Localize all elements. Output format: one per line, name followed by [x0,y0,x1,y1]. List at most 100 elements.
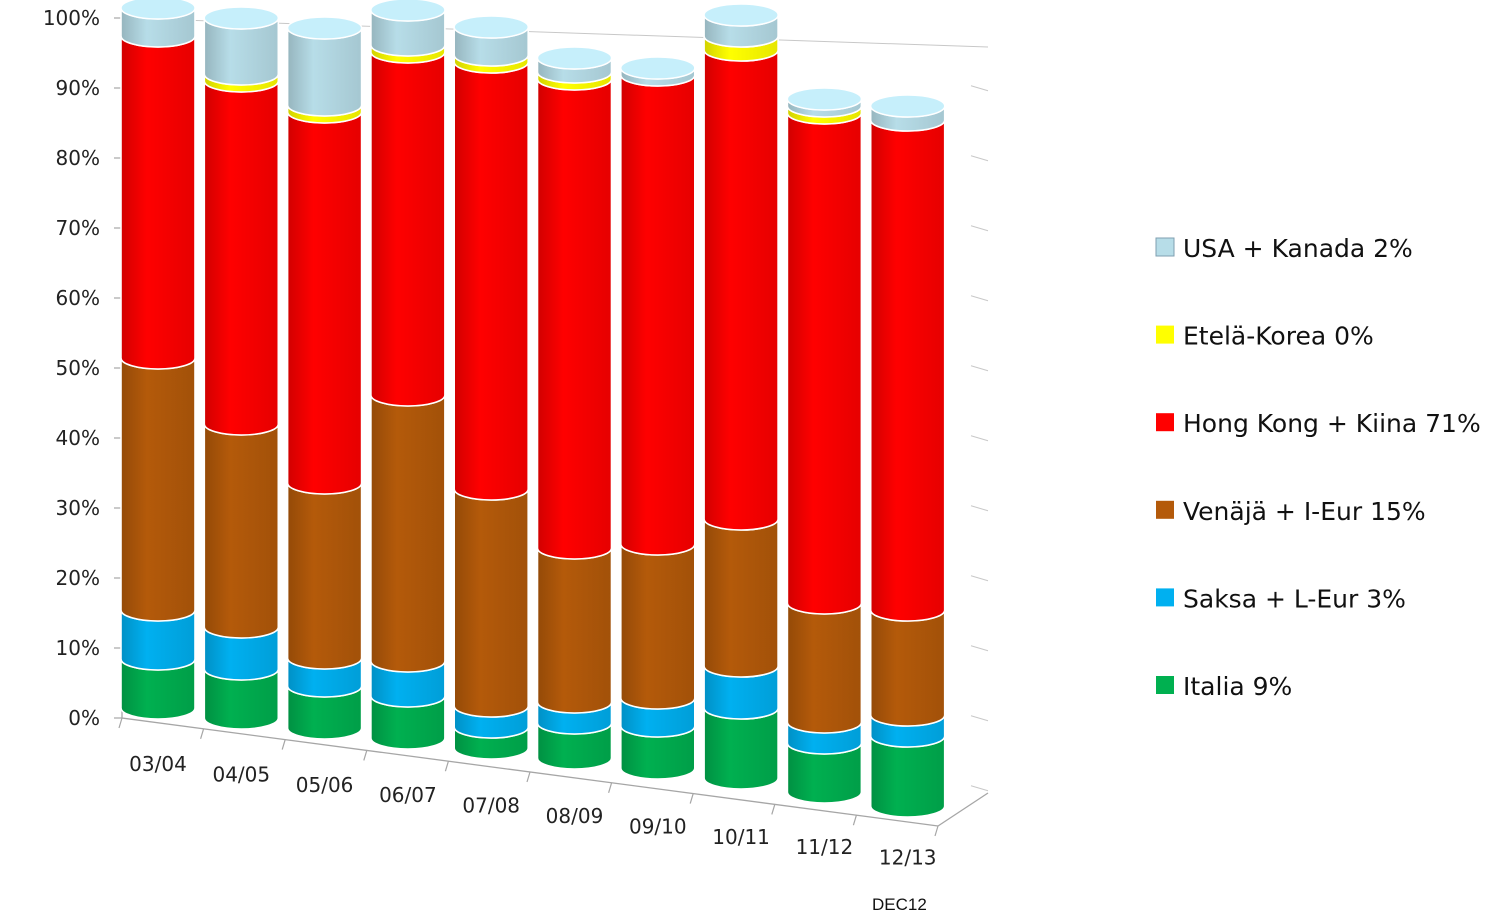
right-wall-tick [970,85,989,92]
bar-segment [536,547,613,714]
legend-label: Hong Kong + Kiina 71% [1183,409,1481,438]
legend-label: Italia 9% [1183,672,1292,701]
legend-label: Venäjä + I-Eur 15% [1183,497,1426,526]
x-tick-label: 08/09 [546,804,604,828]
bar-stack-07-08 [453,15,529,760]
chart-bars [120,0,946,818]
bar-segment [120,35,196,370]
legend-swatch [1156,588,1174,607]
x-tick-label: 05/06 [296,773,354,797]
y-tick-label: 30% [56,496,100,520]
right-wall-tick [970,225,989,232]
bar-segment [869,119,946,622]
bar-segment [286,27,363,117]
y-tick-label: 10% [56,636,100,660]
bar-top-cap [536,46,613,70]
x-tick-label: 12/13 [879,846,937,870]
x-tick-mark [363,750,368,761]
bar-stack-06-07 [370,0,446,750]
x-tick-label: 03/04 [129,752,187,776]
bar-top-cap [286,16,363,40]
bar-stack-05-06 [286,16,363,740]
legend-label: Etelä-Korea 0% [1183,322,1374,351]
bar-segment [786,602,863,734]
y-tick-label: 60% [56,286,100,310]
bar-segment [620,543,696,710]
legend-swatch [1156,325,1174,344]
y-axis-ticks: 0% 10% 20% 30% 40% 50% 60% 70% 80% 90% 100% [43,6,989,837]
y-tick-label: 50% [56,356,100,380]
x-tick-label: 10/11 [712,825,770,849]
y-tick-label: 80% [56,146,100,170]
x-axis-labels: 03/04 04/05 05/06 06/07 07/08 08/09 09/10 10/11… [129,752,936,870]
right-wall-tick [970,155,989,162]
y-tick-label: 70% [56,216,100,240]
x-tick-mark [771,804,776,815]
y-tick-label: 20% [56,566,100,590]
bar-segment [453,61,529,501]
legend-item: Venäjä + I-Eur 15% [1156,497,1426,526]
legend-item: Etelä-Korea 0% [1156,322,1374,351]
right-wall-tick [970,715,989,722]
legend-swatch [1155,237,1175,257]
right-wall-tick [970,645,989,652]
right-wall-tick [970,785,989,792]
bar-segment [869,609,946,727]
bar-stack-12-13 [869,94,946,818]
bar-stack-08-09 [536,46,613,770]
x-tick-mark [118,717,123,729]
bar-top-cap [453,15,529,39]
y-tick-label: 40% [56,426,100,450]
legend-item: Saksa + L-Eur 3% [1156,584,1406,613]
bar-segment [286,111,363,495]
x-tick-label: 06/07 [379,783,437,807]
legend-swatch [1156,676,1174,694]
x-tick-mark [934,825,939,837]
legend-label: Saksa + L-Eur 3% [1183,584,1406,613]
bar-segment [786,112,863,615]
legend-item: Italia 9% [1156,672,1292,701]
right-wall-tick [970,435,989,442]
right-wall-tick [970,295,989,302]
right-wall-tick [970,505,989,512]
x-tick-label: 09/10 [629,814,687,838]
bar-segment [703,49,779,531]
x-tick-label: 07/08 [462,794,520,818]
bar-segment [703,518,779,678]
x-tick-mark [200,728,205,739]
bar-top-cap [370,0,446,22]
bar-top-cap [203,6,280,30]
bar-segment [370,51,446,407]
bar-segment [703,707,779,790]
bar-segment [370,394,446,673]
legend-swatch [1156,413,1174,432]
bar-top-cap [620,56,696,80]
x-tick-label: 11/12 [796,835,854,859]
right-wall-tick [970,365,989,372]
chart-note: DEC12 [872,895,927,914]
legend-item: Hong Kong + Kiina 71% [1156,409,1481,438]
x-tick-mark [608,782,613,793]
bar-segment [203,423,280,639]
bar-segment [286,482,363,670]
bar-top-cap [870,94,946,118]
bar-segment [453,488,529,718]
x-tick-mark [444,761,449,772]
bar-segment [120,357,196,622]
right-wall-tick [970,575,989,582]
x-tick-label: 04/05 [212,762,270,786]
bar-stack-03-04 [120,0,196,720]
legend-swatch [1156,500,1174,519]
x-tick-mark [689,793,694,804]
bar-segment [620,74,696,556]
x-tick-mark [852,815,857,826]
legend-item: USA + Kanada 2% [1155,234,1413,263]
bar-stack-09-10 [620,56,696,780]
bar-segment [869,735,946,818]
y-tick-label: 90% [56,76,100,100]
bar-segment [203,80,280,436]
bar-stack-10-11 [703,3,779,790]
bar-stack-04-05 [203,6,280,730]
floor-right-edge [937,792,989,827]
